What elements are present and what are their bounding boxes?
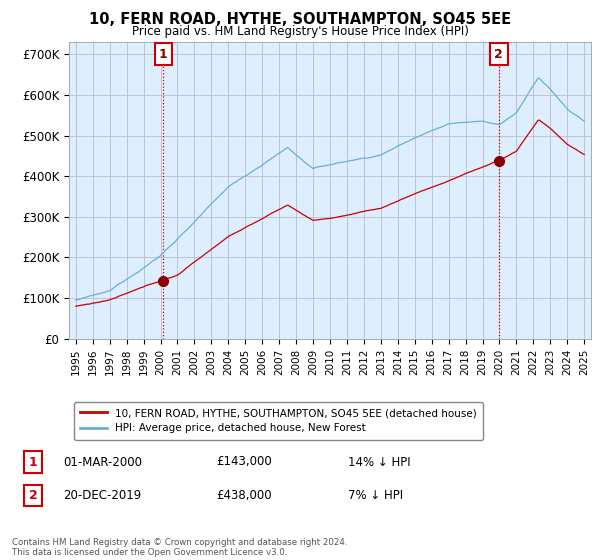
Text: Price paid vs. HM Land Registry's House Price Index (HPI): Price paid vs. HM Land Registry's House … [131, 25, 469, 38]
Legend: 10, FERN ROAD, HYTHE, SOUTHAMPTON, SO45 5EE (detached house), HPI: Average price: 10, FERN ROAD, HYTHE, SOUTHAMPTON, SO45 … [74, 402, 483, 440]
Text: 2: 2 [494, 48, 503, 60]
Text: £143,000: £143,000 [216, 455, 272, 469]
Text: £438,000: £438,000 [216, 489, 272, 502]
Text: 2: 2 [29, 489, 37, 502]
Text: 7% ↓ HPI: 7% ↓ HPI [348, 489, 403, 502]
Text: Contains HM Land Registry data © Crown copyright and database right 2024.
This d: Contains HM Land Registry data © Crown c… [12, 538, 347, 557]
Text: 1: 1 [159, 48, 168, 60]
Text: 14% ↓ HPI: 14% ↓ HPI [348, 455, 410, 469]
Text: 20-DEC-2019: 20-DEC-2019 [63, 489, 141, 502]
Text: 01-MAR-2000: 01-MAR-2000 [63, 455, 142, 469]
Text: 1: 1 [29, 455, 37, 469]
Text: 10, FERN ROAD, HYTHE, SOUTHAMPTON, SO45 5EE: 10, FERN ROAD, HYTHE, SOUTHAMPTON, SO45 … [89, 12, 511, 27]
